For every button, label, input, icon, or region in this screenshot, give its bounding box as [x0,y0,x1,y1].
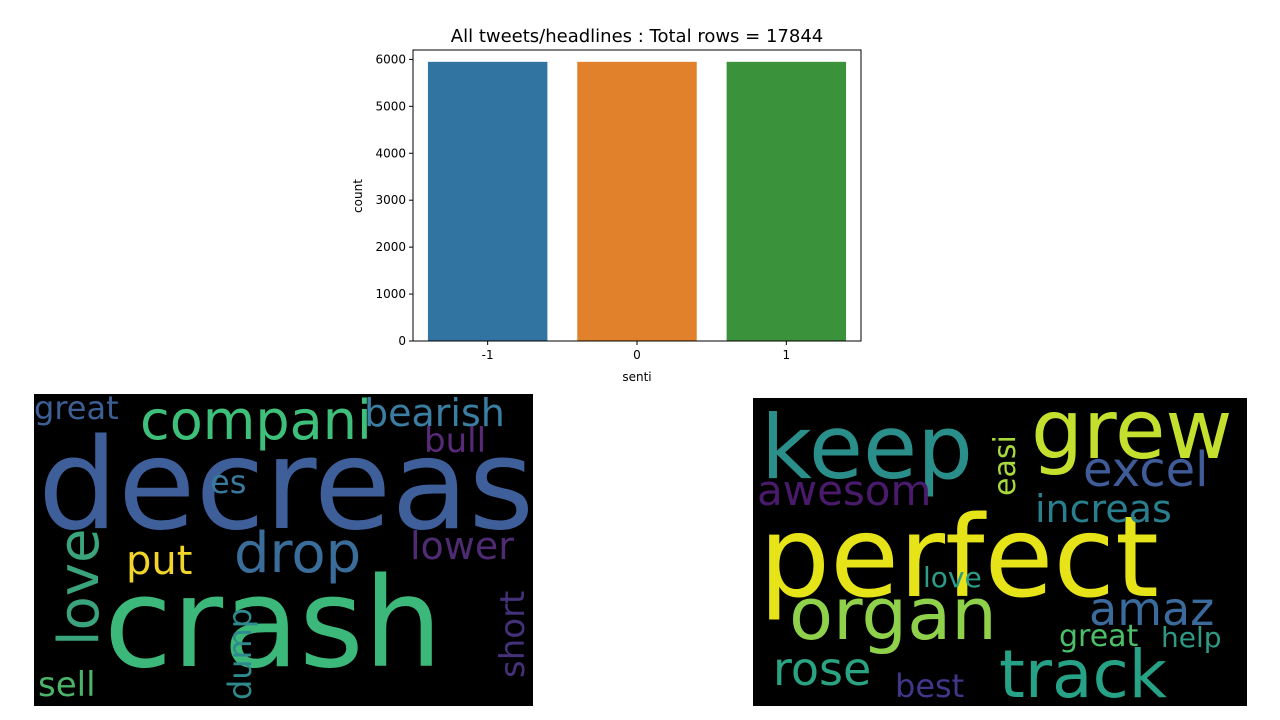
word-amaz: amaz [1089,582,1215,636]
x-axis-label: senti [622,370,651,384]
word-keep: keep [761,398,973,499]
y-tick-label: 6000 [375,52,406,66]
word-easi: easi [988,435,1023,496]
word-lower: lower [410,524,514,568]
sentiment-bar-chart: All tweets/headlines : Total rows = 1784… [351,26,862,384]
word-sell: sell [38,665,96,705]
word-bull: bull [424,421,487,461]
word-help: help [1161,621,1222,654]
x-tick-label: 0 [633,348,641,362]
y-axis-label: count [351,179,365,213]
word-awesom: awesom [757,466,932,515]
y-tick-label: 2000 [375,240,406,254]
word-drop: drop [234,521,362,586]
bars-group [427,61,847,341]
chart-title: All tweets/headlines : Total rows = 1784… [451,26,823,47]
y-tick-label: 5000 [375,99,406,113]
word-perfect: perfect [759,493,1159,623]
word-best: best [895,667,965,705]
bar-0 [577,61,697,341]
x-tick-label: -1 [482,348,494,362]
word-es: es [210,463,247,501]
word-great: great [1059,619,1139,654]
word-love: love [47,528,112,646]
y-axis: 0 1000 2000 3000 4000 5000 6000 [375,52,413,348]
word-increas: increas [1035,487,1172,531]
y-tick-label: 0 [398,334,406,348]
word-short: short [493,590,533,678]
word-grew: grew [1031,398,1233,478]
word-love: love [923,561,982,594]
x-axis: -1 0 1 [482,341,790,362]
word-bearish: bearish [364,394,505,435]
y-tick-label: 3000 [375,193,406,207]
x-tick-label: 1 [783,348,791,362]
word-dump: dump [221,607,259,700]
word-excel: excel [1083,442,1209,498]
word-compani: compani [140,394,372,452]
bar-1 [726,61,847,341]
word-rose: rose [773,642,872,696]
negative-wordcloud: crash decreas compani bearish great drop… [34,394,533,706]
word-organ: organ [789,572,997,656]
word-track: track [999,636,1167,707]
bar--1 [427,61,548,341]
word-great: great [34,394,119,427]
positive-wordcloud: perfect keep grew excel awesom easi incr… [753,398,1247,706]
word-decreas: decreas [38,411,533,558]
y-tick-label: 4000 [375,146,406,160]
word-put: put [126,538,193,584]
y-tick-label: 1000 [375,287,406,301]
word-crash: crash [104,552,443,696]
